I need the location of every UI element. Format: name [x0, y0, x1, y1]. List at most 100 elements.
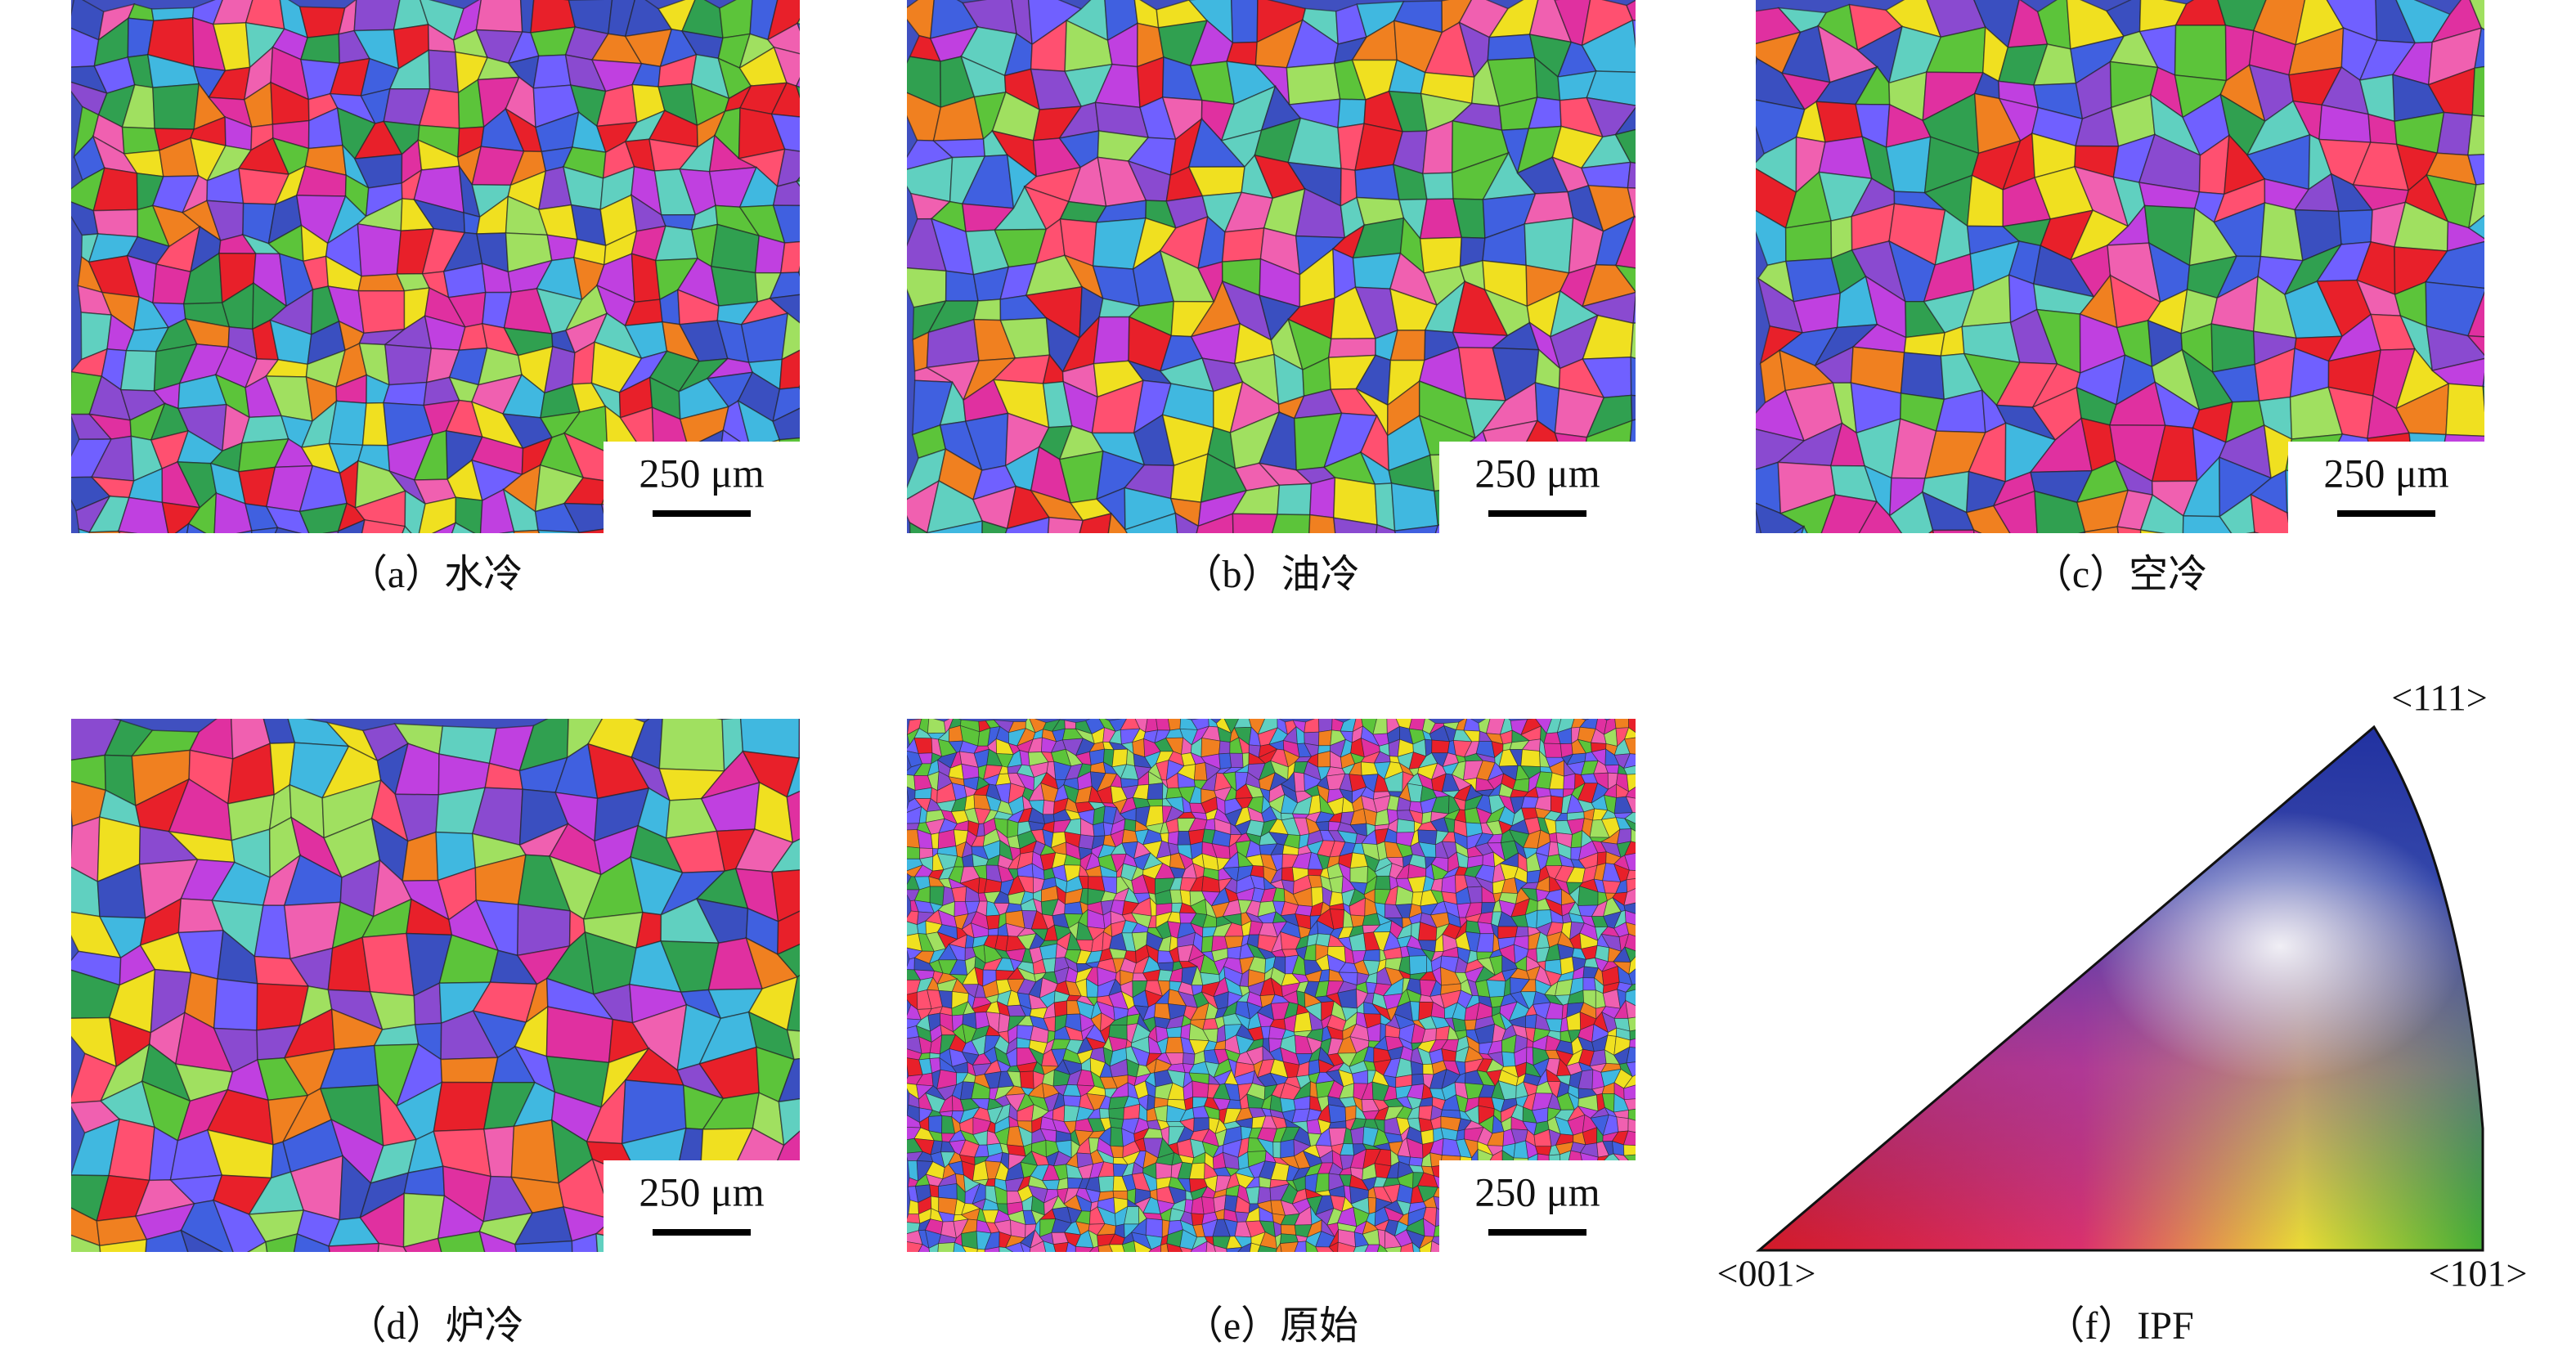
- grain: [1636, 887, 1652, 904]
- grain: [1046, 554, 1075, 599]
- grain: [1658, 87, 1686, 127]
- grain: [1227, 945, 1242, 960]
- grain: [1430, 1257, 1443, 1267]
- grain: [1638, 1185, 1655, 1203]
- grain: [66, 558, 99, 594]
- grain: [797, 17, 800, 25]
- grain: [1637, 774, 1654, 786]
- grain: [1062, 1095, 1082, 1107]
- grain: [1623, 902, 1636, 914]
- grain: [1376, 1244, 1389, 1252]
- grain: [1793, 525, 1806, 533]
- grain: [1236, 1254, 1250, 1272]
- grain: [1389, 1253, 1400, 1270]
- grain: [1624, 737, 1636, 755]
- grain: [2500, 179, 2549, 215]
- grain: [1582, 545, 1635, 593]
- grain: [1165, 1036, 1184, 1054]
- grain: [689, 553, 729, 598]
- grain: [1168, 719, 1182, 731]
- grain: [1189, 1253, 1209, 1269]
- grain: [1801, 525, 1808, 533]
- grain: [907, 267, 947, 308]
- grain: [1362, 949, 1380, 962]
- grain: [299, 33, 341, 65]
- grain: [1622, 1144, 1636, 1156]
- grain: [257, 1273, 294, 1333]
- grain: [1160, 1243, 1169, 1252]
- grain: [797, 265, 800, 273]
- grain: [1169, 1259, 1186, 1268]
- grain: [1667, 283, 1680, 333]
- grain: [622, 550, 670, 598]
- grain: [719, 0, 753, 39]
- ipf-triangle: [1755, 725, 2484, 1252]
- grain: [440, 1057, 499, 1084]
- grain: [1280, 1241, 1299, 1252]
- grain: [1639, 967, 1648, 982]
- scale-label: 250 μm: [1474, 450, 1600, 496]
- grain: [1314, 1173, 1330, 1193]
- grain: [1168, 831, 1179, 846]
- grain: [1328, 1241, 1339, 1252]
- grain: [2250, 493, 2291, 533]
- grain: [361, 932, 415, 997]
- grain: [384, 343, 433, 386]
- grain: [2498, 469, 2547, 502]
- grain: [1624, 812, 1636, 824]
- grain: [926, 520, 983, 533]
- grain: [251, 527, 279, 533]
- grain: [1627, 161, 1636, 189]
- grain: [1628, 968, 1636, 985]
- grain: [594, 566, 626, 597]
- grain: [811, 895, 875, 948]
- ipf-label: <111>: [2391, 677, 2487, 719]
- grain: [1411, 1073, 1425, 1086]
- grain: [1205, 1241, 1216, 1252]
- grain: [829, 706, 873, 753]
- grain: [433, 1081, 494, 1133]
- grain: [1858, 500, 1903, 533]
- grain: [71, 1234, 101, 1252]
- grain: [907, 846, 921, 859]
- grain: [1456, 553, 1507, 599]
- grain: [1456, 1128, 1465, 1142]
- grain: [664, 550, 691, 599]
- grain: [1111, 1254, 1126, 1270]
- grain: [1526, 1253, 1541, 1266]
- grain: [1058, 554, 1111, 599]
- grain: [806, 294, 848, 332]
- grain: [1216, 1253, 1227, 1271]
- grain: [912, 331, 930, 372]
- grain: [994, 565, 1050, 595]
- grain: [1333, 477, 1378, 526]
- grain: [2182, 515, 2233, 533]
- grain: [1636, 955, 1650, 966]
- grain: [1079, 512, 1112, 533]
- grain: [1614, 264, 1636, 293]
- grain: [811, 463, 838, 497]
- grain: [1430, 550, 1473, 599]
- grain: [1305, 1241, 1318, 1252]
- grain: [1636, 903, 1654, 917]
- grain: [797, 558, 847, 584]
- grain: [985, 914, 1000, 930]
- grain: [798, 384, 800, 388]
- grain: [1639, 813, 1650, 826]
- grain: [945, 559, 982, 590]
- grain: [834, 1054, 867, 1094]
- grain: [953, 1241, 967, 1252]
- grain: [1629, 1030, 1636, 1041]
- grain: [1639, 841, 1654, 857]
- grain: [1294, 1241, 1307, 1252]
- grain: [1592, 1259, 1605, 1272]
- grain: [2246, 532, 2255, 533]
- grain: [1277, 482, 1313, 516]
- grain: [186, 523, 207, 533]
- grain: [1637, 1109, 1654, 1121]
- grain: [984, 1246, 1000, 1252]
- grain: [810, 939, 875, 986]
- grain: [2486, 241, 2510, 289]
- grain: [322, 530, 339, 533]
- grain: [1221, 227, 1265, 263]
